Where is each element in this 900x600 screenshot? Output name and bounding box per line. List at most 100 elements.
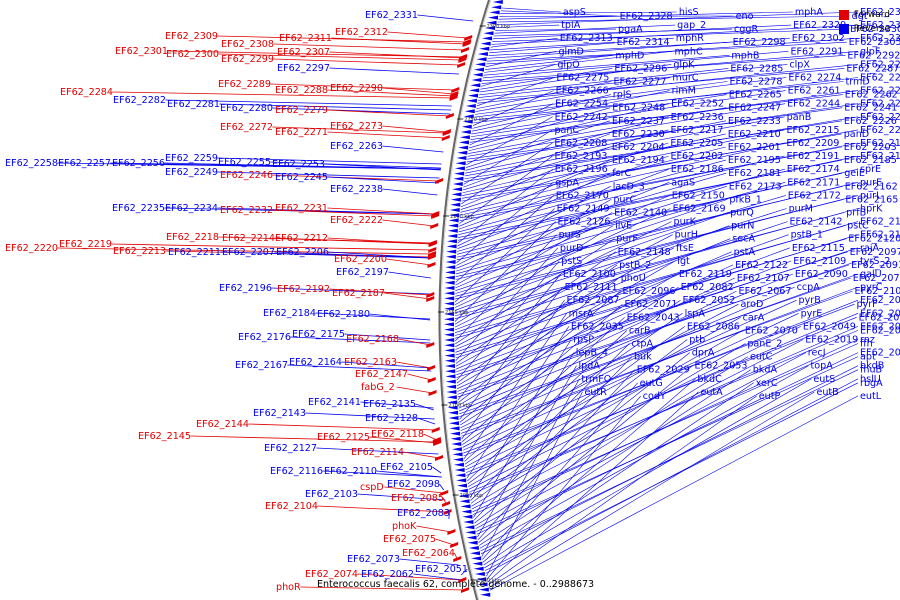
reverse-gene-label: eutC — [750, 352, 773, 363]
reverse-gene-label: pstB_2 — [619, 260, 651, 271]
reverse-gene-label: lspA — [685, 308, 706, 319]
forward-leader-line — [273, 58, 462, 66]
forward-gene-label: EF62_2312 — [335, 27, 388, 38]
reverse-gene-glyph — [453, 457, 464, 462]
reverse-leader-line — [465, 120, 726, 174]
reverse-leader-line — [463, 129, 553, 185]
reverse-leader-line — [473, 77, 859, 124]
reverse-gene-label: EF62_2203 — [844, 142, 897, 153]
reverse-gene-glyph — [445, 379, 456, 384]
forward-leader-line — [382, 125, 447, 133]
forward-gene-glyph — [449, 95, 458, 101]
reverse-gene-label: mphR — [676, 33, 705, 44]
forward-gene-glyph — [451, 87, 460, 93]
reverse-leader-line — [465, 317, 741, 468]
forward-leader-line — [273, 43, 465, 51]
reverse-gene-label: panB — [787, 112, 812, 123]
reverse-leader-line — [455, 221, 859, 339]
reverse-leader-line — [484, 51, 673, 73]
reverse-gene-glyph — [469, 88, 480, 93]
reverse-gene-glyph — [485, 26, 496, 30]
reverse-gene-label: EF62_2087 — [567, 295, 620, 306]
forward-leader-line — [111, 243, 433, 251]
reverse-gene-label: EF62_2051 — [415, 564, 468, 575]
reverse-gene-label: EF62_2237 — [612, 116, 665, 127]
reverse-gene-label: EF62_2169 — [673, 204, 726, 215]
reverse-gene-label: EF62_2175 — [292, 329, 345, 340]
reverse-gene-glyph — [465, 530, 476, 535]
forward-gene-label: EF62_2299 — [221, 54, 274, 65]
reverse-gene-glyph — [483, 31, 494, 36]
reverse-leader-line — [470, 343, 630, 501]
reverse-leader-line — [466, 103, 859, 163]
reverse-leader-line — [470, 339, 688, 504]
reverse-leader-line — [468, 326, 801, 490]
reverse-leader-line — [322, 470, 442, 478]
reverse-leader-line — [464, 116, 859, 182]
reverse-leader-line — [496, 24, 560, 28]
forward-gene-label: EF62_2192 — [277, 284, 330, 295]
reverse-gene-label: EF62_2204 — [612, 142, 665, 153]
reverse-leader-line — [489, 41, 615, 51]
legend-reverse: Reverse — [838, 22, 890, 36]
reverse-gene-glyph — [480, 592, 491, 597]
reverse-gene-label: agaS — [671, 177, 695, 188]
reverse-gene-label: EF62_2116 — [270, 466, 323, 477]
reverse-gene-glyph — [475, 62, 486, 67]
forward-gene-glyph — [428, 241, 437, 247]
reverse-gene-label: EF62_2162 — [845, 181, 898, 192]
reverse-gene-label: hslU — [860, 374, 881, 385]
reverse-gene-label: EF62_2238 — [330, 184, 383, 195]
forward-leader-line — [382, 87, 455, 95]
reverse-leader-line — [462, 133, 726, 194]
reverse-gene-label: EF62_2243 — [860, 99, 900, 110]
reverse-gene-label: EF62_2081 — [860, 295, 900, 306]
reverse-gene-label: mphC — [674, 46, 703, 57]
forward-gene-label: EF62_2284 — [60, 87, 113, 98]
forward-gene-label: EF62_2246 — [220, 170, 273, 181]
reverse-gene-glyph — [458, 494, 469, 498]
reverse-gene-label: EF62_2164 — [289, 357, 342, 368]
reverse-gene-label: EF62_2292 — [847, 50, 900, 61]
reverse-leader-line — [459, 159, 610, 227]
forward-gene-label: EF62_2222 — [330, 215, 383, 226]
forward-gene-glyph — [458, 55, 467, 61]
axis-tick-label: 2250 kbp — [464, 117, 488, 123]
forward-leader-line — [407, 373, 432, 381]
reverse-leader-line — [455, 195, 554, 283]
reverse-gene-glyph — [461, 124, 472, 129]
forward-leader-line — [396, 361, 432, 369]
reverse-gene-label: purL — [860, 190, 882, 201]
reverse-leader-line — [455, 195, 859, 300]
forward-leader-line — [398, 338, 431, 346]
reverse-leader-line — [455, 247, 675, 367]
reverse-leader-line — [461, 303, 623, 443]
reverse-gene-label: EF62_2191 — [786, 151, 839, 162]
reverse-gene-glyph — [468, 93, 479, 98]
reverse-gene-label: EF62_2122 — [735, 260, 788, 271]
reverse-leader-line — [455, 251, 616, 364]
reverse-leader-line — [454, 208, 859, 319]
reverse-gene-glyphs — [444, 0, 503, 597]
forward-leader-line — [384, 486, 445, 494]
reverse-gene-label: galU — [860, 269, 882, 280]
reverse-gene-label: purC — [613, 194, 636, 205]
forward-gene-label: EF62_2074 — [305, 569, 358, 580]
reverse-gene-label: EF62_2278 — [729, 77, 782, 88]
reverse-leader-line — [460, 290, 737, 429]
reverse-leader-line — [448, 512, 450, 520]
reverse-leader-line — [468, 103, 670, 152]
reverse-gene-label: EF62_2105 — [380, 462, 433, 473]
reverse-gene-label: EF62_2073 — [347, 554, 400, 565]
reverse-gene-glyph — [450, 197, 461, 202]
reverse-gene-label: EF62_2135 — [363, 399, 416, 410]
reverse-leader-line — [464, 317, 625, 462]
forward-leader-line — [329, 288, 431, 296]
reverse-gene-label: EF62_2183 — [860, 151, 900, 162]
forward-gene-glyph — [442, 501, 451, 507]
reverse-leader-line — [458, 273, 793, 412]
reverse-leader-line — [467, 107, 843, 160]
reverse-gene-glyph — [449, 426, 460, 431]
reverse-gene-label: EF62_2215 — [786, 125, 839, 136]
axis-ticks: 2300 kbp 2250 kbp 2200 kbp 2150 kbp 2100 kbp… — [438, 24, 510, 584]
